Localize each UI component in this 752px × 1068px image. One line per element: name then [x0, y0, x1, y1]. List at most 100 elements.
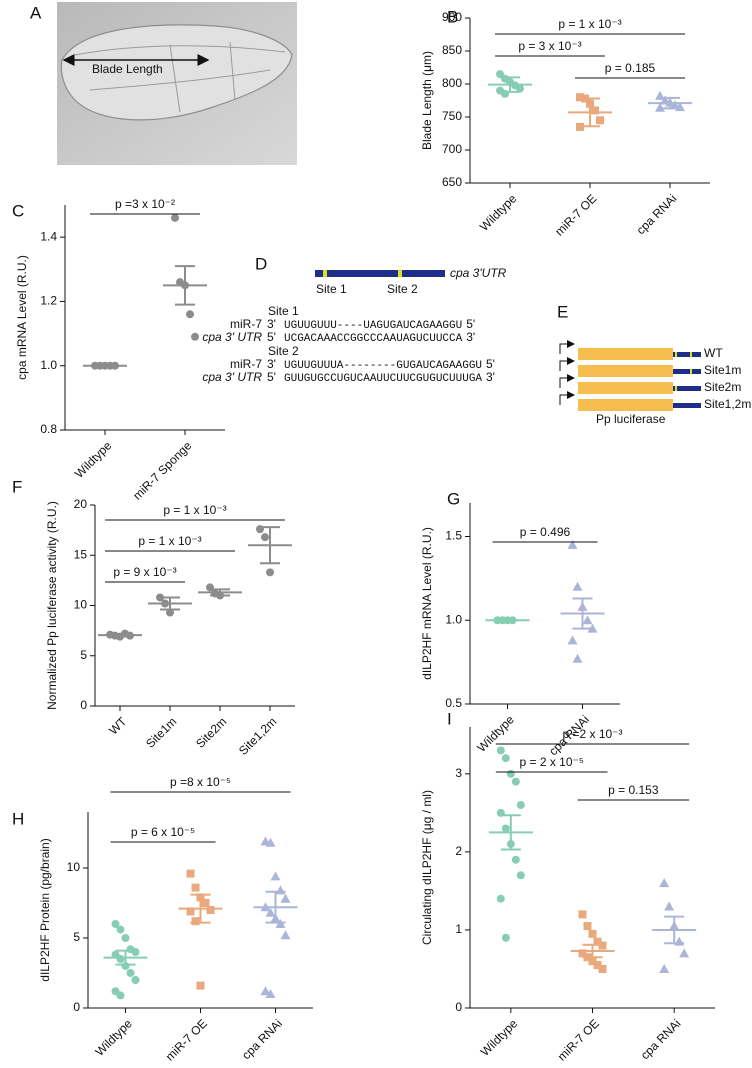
luciferase — [578, 399, 673, 411]
row-end: 3' — [267, 357, 276, 371]
data-point — [583, 922, 592, 931]
sequence: UCGACAAACCGGCCCAAUAGUCUUCCA — [284, 333, 463, 345]
y-tick-label: 10 — [67, 860, 81, 874]
p-value: p =2 x 10⁻³ — [562, 727, 622, 741]
chart: B 650 700 750 800 850 900 Blade Length (μm) Wild… — [420, 7, 710, 239]
data-point — [511, 777, 520, 786]
data-point — [496, 894, 505, 903]
sequence: UGUUGUUU----UAGUGAUCAGAAGGU — [284, 320, 462, 332]
utr — [673, 369, 701, 374]
panel-letter: I — [447, 709, 452, 728]
data-point — [191, 917, 200, 926]
wing-veins — [74, 41, 286, 113]
data-point — [501, 824, 510, 833]
data-point — [516, 871, 525, 880]
data-point — [201, 899, 210, 907]
data-point — [516, 801, 525, 810]
luciferase — [578, 382, 673, 394]
data-point — [664, 901, 675, 911]
data-point — [511, 855, 520, 864]
panel-letter: G — [447, 489, 460, 508]
data-point — [171, 213, 179, 222]
site-title: Site 2 — [268, 344, 299, 358]
error-bar — [500, 76, 520, 93]
x-tick-label: Wildtype — [474, 712, 517, 755]
construct-label: Site1m — [704, 363, 741, 377]
data-point — [516, 84, 524, 93]
x-tick-label: Wildtype — [72, 438, 115, 481]
p-value: p =3 x 10⁻² — [115, 197, 175, 211]
x-tick-label: Site1m — [143, 714, 179, 750]
data-point — [265, 837, 276, 847]
error-bar — [265, 890, 286, 924]
utr — [673, 352, 701, 357]
row-name: miR-7 — [230, 317, 262, 331]
error-bar — [110, 633, 130, 638]
data-point — [261, 533, 269, 542]
y-tick-label: 0 — [73, 1000, 80, 1014]
promoter-arrow — [559, 340, 575, 354]
y-tick-label: 3 — [455, 766, 462, 780]
panel-letter: D — [255, 254, 267, 273]
y-axis-title: Normalized Pp luciferase activity (R.U.) — [45, 501, 59, 710]
panel-letter: E — [557, 302, 568, 321]
data-point — [116, 955, 125, 963]
site-label: Site 1 — [316, 282, 347, 296]
x-tick-label: Site2m — [193, 714, 229, 750]
utr-label: cpa 3'UTR — [450, 266, 507, 280]
p-value: p = 1 x 10⁻³ — [138, 534, 201, 548]
x-tick-label: Wildtype — [478, 1016, 521, 1059]
data-point — [260, 986, 271, 996]
data-point — [588, 929, 597, 938]
site — [690, 352, 692, 357]
y-tick-label: 10 — [74, 598, 88, 612]
y-tick-label: 900 — [442, 10, 462, 24]
data-point — [659, 963, 670, 973]
p-value: p = 0.185 — [605, 61, 656, 75]
error-bar — [664, 915, 685, 945]
panel-letter: H — [12, 809, 24, 828]
data-point — [131, 948, 140, 956]
construct-label: Site1,2m — [704, 397, 751, 411]
data-point — [265, 907, 276, 917]
y-tick-label: 1.0 — [40, 358, 57, 372]
data-point — [598, 964, 607, 973]
data-point — [265, 989, 276, 998]
chart: H 0 5 10 dILP2HF Protein (pg/brain) Wildtype m… — [12, 775, 313, 1064]
utr-bar — [315, 270, 445, 277]
data-point — [126, 969, 135, 977]
sequence: UGUUGUUUA--------GUGAUCAGAAGGU — [284, 360, 482, 372]
panel-e: E Pp luciferase WT Site1m Site2m Site1,2m — [557, 302, 751, 426]
error-bar — [660, 96, 680, 110]
data-point — [501, 933, 510, 942]
data-point — [186, 869, 195, 878]
y-tick-label: 700 — [442, 142, 462, 156]
x-tick-label: miR-7 Sponge — [130, 438, 194, 502]
y-axis-title: dILP2HF Protein (pg/brain) — [38, 838, 52, 981]
data-point — [275, 885, 286, 895]
site — [675, 352, 677, 357]
data-point — [591, 106, 599, 115]
data-point — [116, 991, 125, 1000]
error-bar — [260, 526, 280, 565]
y-axis-title: dILP2HF mRNA Level (R.U.) — [420, 527, 434, 680]
panel-d: D cpa 3'UTR Site 1 Site 2 Site 1 miR-7 3' U… — [202, 254, 506, 384]
data-point — [567, 539, 578, 549]
row-name: cpa 3' UTR — [202, 370, 262, 384]
utr — [673, 386, 701, 391]
y-tick-label: 0 — [455, 1000, 462, 1014]
site-mark — [323, 270, 327, 277]
row-end: 5' — [466, 317, 475, 331]
site-title: Site 1 — [268, 304, 299, 318]
data-point — [270, 871, 281, 881]
error-bar — [500, 814, 521, 851]
x-tick-label: WT — [106, 714, 130, 738]
site — [690, 369, 692, 374]
luciferase — [578, 348, 673, 360]
data-point — [191, 883, 200, 892]
p-value: p = 1 x 10⁻³ — [163, 503, 226, 517]
promoter-arrow — [559, 391, 575, 405]
data-point — [567, 635, 578, 645]
data-point — [582, 615, 593, 625]
